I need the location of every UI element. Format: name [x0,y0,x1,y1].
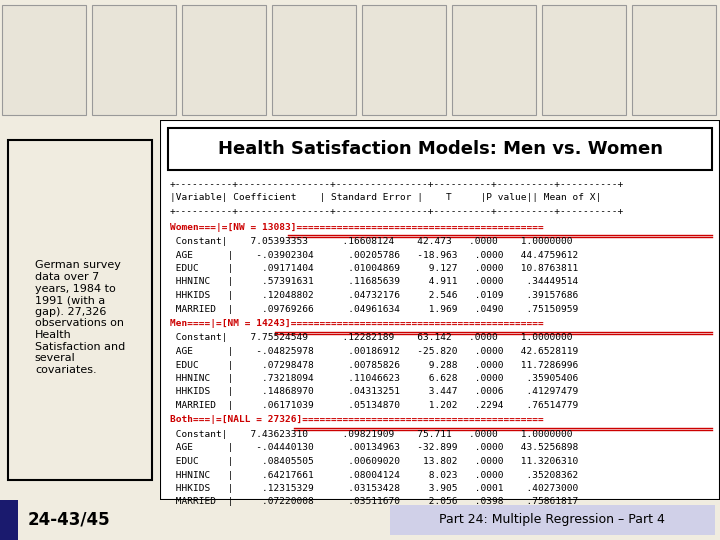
Bar [272,5,356,115]
Text: |Variable| Coefficient    | Standard Error |    T     |P value|| Mean of X|: |Variable| Coefficient | Standard Error … [170,193,601,202]
Text: Men====|=[NM = 14243]============================================: Men====|=[NM = 14243]===================… [170,319,544,328]
Text: +----------+----------------+----------------+----------+----------+----------+: +----------+----------------+-----------… [170,180,624,189]
Text: MARRIED  |     .07220008      .03511670     2.056   .0398    .75861817: MARRIED | .07220008 .03511670 2.056 .039… [170,497,578,507]
Bar [2,5,86,115]
Text: HHNINC   |     .57391631      .11685639     4.911   .0000    .34449514: HHNINC | .57391631 .11685639 4.911 .0000… [170,278,578,287]
Bar [182,5,266,115]
Text: EDUC     |     .08405505      .00609020    13.802   .0000   11.3206310: EDUC | .08405505 .00609020 13.802 .0000 … [170,457,578,466]
Bar [362,5,446,115]
Text: Constant|    7.05393353      .16608124    42.473   .0000    1.0000000: Constant| 7.05393353 .16608124 42.473 .0… [170,237,572,246]
Text: HHKIDS   |     .14868970      .04313251     3.447   .0006    .41297479: HHKIDS | .14868970 .04313251 3.447 .0006… [170,388,578,396]
Text: EDUC     |     .09171404      .01004869     9.127   .0000   10.8763811: EDUC | .09171404 .01004869 9.127 .0000 1… [170,264,578,273]
Text: Constant|    7.75524549      .12282189    63.142   .0000    1.0000000: Constant| 7.75524549 .12282189 63.142 .0… [170,334,572,342]
Text: HHKIDS   |     .12315329      .03153428     3.905   .0001    .40273000: HHKIDS | .12315329 .03153428 3.905 .0001… [170,484,578,493]
Text: +----------+----------------+----------------+----------+----------+----------+: +----------+----------------+-----------… [170,207,624,216]
Text: Part 24: Multiple Regression – Part 4: Part 24: Multiple Regression – Part 4 [439,514,665,526]
Text: Health Satisfaction Models: Men vs. Women: Health Satisfaction Models: Men vs. Wome… [217,140,662,158]
Bar [92,5,176,115]
Bar [452,5,536,115]
Bar [542,5,626,115]
Text: EDUC     |     .07298478      .00785826     9.288   .0000   11.7286996: EDUC | .07298478 .00785826 9.288 .0000 1… [170,361,578,369]
Bar [8,140,152,480]
Text: HHKIDS   |     .12048802      .04732176     2.546   .0109    .39157686: HHKIDS | .12048802 .04732176 2.546 .0109… [170,291,578,300]
Bar [0,500,18,540]
Text: Both===|=[NALL = 27326]==========================================: Both===|=[NALL = 27326]=================… [170,415,544,424]
Text: German survey
data over 7
years, 1984 to
1991 (with a
gap). 27,326
observations : German survey data over 7 years, 1984 to… [35,260,125,375]
Text: Constant|    7.43623310      .09821909    75.711   .0000    1.0000000: Constant| 7.43623310 .09821909 75.711 .0… [170,430,572,439]
Bar [390,505,715,535]
Text: HHNINC   |     .73218094      .11046623     6.628   .0000    .35905406: HHNINC | .73218094 .11046623 6.628 .0000… [170,374,578,383]
Bar [632,5,716,115]
Text: 24-43/45: 24-43/45 [28,511,111,529]
Text: Women===|=[NW = 13083]===========================================: Women===|=[NW = 13083]==================… [170,222,544,232]
Bar [168,128,712,170]
Text: AGE      |    -.04440130      .00134963   -32.899   .0000   43.5256898: AGE | -.04440130 .00134963 -32.899 .0000… [170,443,578,453]
Text: AGE      |    -.04825978      .00186912   -25.820   .0000   42.6528119: AGE | -.04825978 .00186912 -25.820 .0000… [170,347,578,356]
Text: MARRIED  |     .06171039      .05134870     1.202   .2294    .76514779: MARRIED | .06171039 .05134870 1.202 .229… [170,401,578,410]
Text: AGE      |    -.03902304      .00205786   -18.963   .0000   44.4759612: AGE | -.03902304 .00205786 -18.963 .0000… [170,251,578,260]
Text: MARRIED  |     .09769266      .04961634     1.969   .0490    .75150959: MARRIED | .09769266 .04961634 1.969 .049… [170,305,578,314]
Text: HHNINC   |     .64217661      .08004124     8.023   .0000    .35208362: HHNINC | .64217661 .08004124 8.023 .0000… [170,470,578,480]
